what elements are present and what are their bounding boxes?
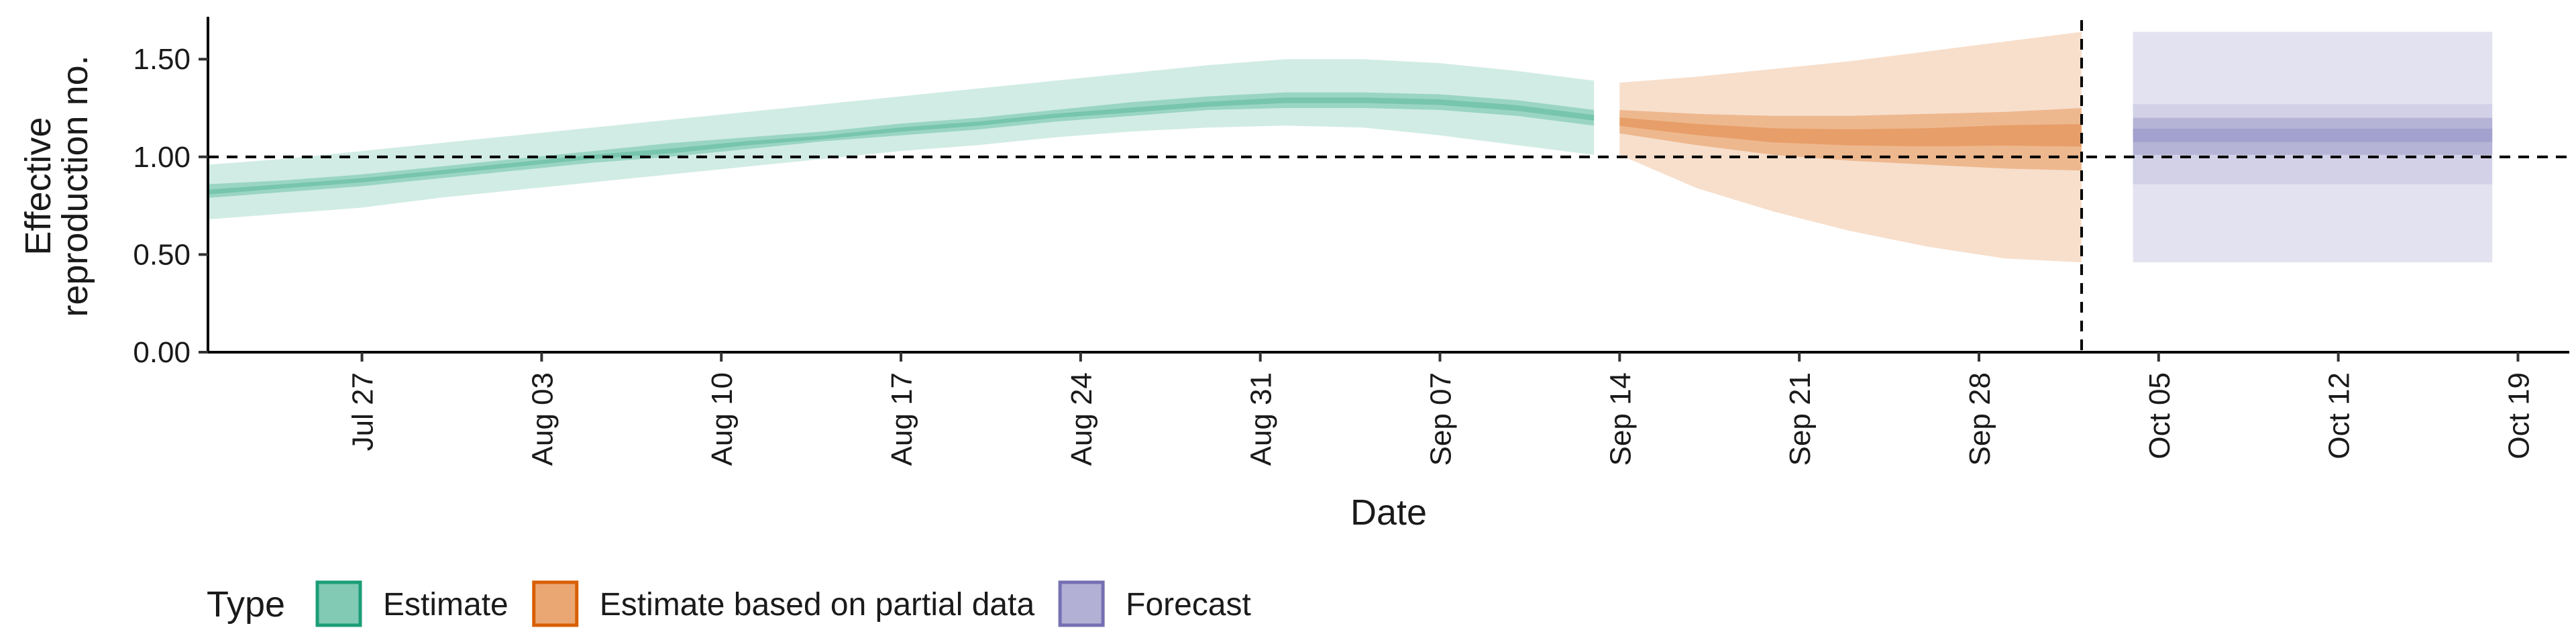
x-tick-label: Aug 31 [1245,372,1278,466]
bands-layer [208,32,2493,263]
legend-item-forecast: Forecast [1058,580,1251,627]
forecast-band-90 [2133,32,2493,263]
estimate-band-50 [208,92,1595,198]
axis-titles-layer: Date Effective reproduction no. [18,55,1427,533]
y-tick-label: 0.50 [133,238,191,271]
y-tick-label: 0.00 [133,336,191,369]
x-tick-label: Aug 24 [1065,372,1098,466]
legend-item-estimate: Estimate [315,580,508,627]
x-axis-title: Date [1350,492,1427,533]
x-tick-label: Aug 03 [526,372,559,466]
legend-swatch-estimate [315,580,362,627]
y-tick-label: 1.50 [133,43,191,76]
x-tick-label: Jul 27 [347,372,380,451]
forecast-band-50 [2133,117,2493,155]
x-tick-label: Sep 14 [1604,372,1637,466]
x-tick-label: Sep 28 [1964,372,1996,466]
forecast-band-outer [2133,104,2493,184]
y-tick-label: 1.00 [133,141,191,174]
x-tick-label: Oct 05 [2143,372,2176,460]
x-tick-label: Sep 21 [1784,372,1817,466]
axes-layer [207,17,2569,354]
x-tick-label: Aug 10 [706,372,739,466]
x-tick-label: Oct 19 [2502,372,2535,460]
legend: Type Estimate Estimate based on partial d… [207,580,1251,627]
legend-label-estimate: Estimate [383,587,508,623]
x-tick-label: Sep 07 [1425,372,1458,466]
estimate-based-on-partial-data-band-inner [1619,117,2082,147]
x-tick-label: Oct 12 [2323,372,2356,460]
x-tick-label: Aug 17 [885,372,918,466]
legend-label-forecast: Forecast [1126,587,1251,623]
y-axis-title-line-1: Effective [18,117,58,255]
estimate-band-90 [208,59,1595,219]
estimate-based-on-partial-data-band-90 [1619,32,2082,263]
legend-item-estimate-based-on-partial-data: Estimate based on partial data [532,580,1035,627]
estimate-based-on-partial-data-band-50 [1619,108,2082,171]
legend-label-estimate-based-on-partial-data: Estimate based on partial data [600,587,1035,623]
legend-swatch-estimate-based-on-partial-data [532,580,579,627]
legend-title: Type [207,584,285,625]
legend-swatch-forecast [1058,580,1105,627]
ticks-layer: 0.00 0.50 1.00 1.50 Jul 27 Aug 03 Aug 10 Aug 17… [133,43,2535,466]
y-axis-title-line-2: reproduction no. [55,55,95,317]
forecast-band-inner [2133,128,2493,142]
